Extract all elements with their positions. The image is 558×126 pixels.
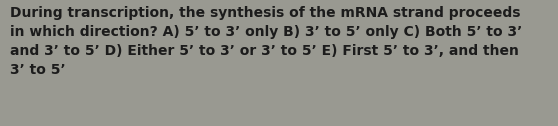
- Text: During transcription, the synthesis of the mRNA strand proceeds
in which directi: During transcription, the synthesis of t…: [10, 6, 522, 77]
